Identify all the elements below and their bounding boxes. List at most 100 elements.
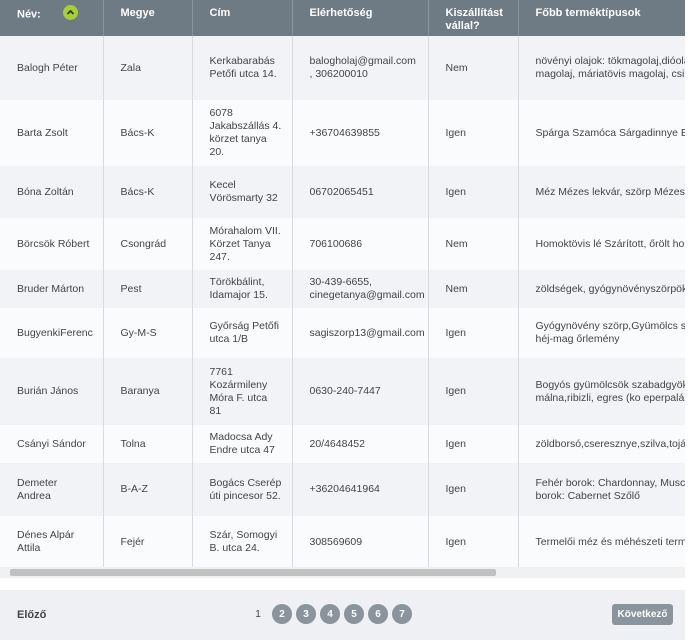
column-header: Megye xyxy=(103,0,193,36)
page-button[interactable]: 1 xyxy=(255,608,261,620)
cell: zöldségek, gyógynövényszörpök, m xyxy=(518,270,685,308)
cell: Baranya xyxy=(103,358,193,425)
column-header: Főbb terméktípusok xyxy=(518,0,685,36)
table-row: BugyenkiFerenc Gy-M-S Győrság Petőfi utca … xyxy=(0,308,685,358)
cell: Igen xyxy=(428,516,519,567)
cell: 308569609 xyxy=(292,516,429,567)
cell: Bruder Márton xyxy=(0,270,104,308)
cell: Mórahalom VII. Körzet Tanya 247. xyxy=(192,218,293,270)
table-row: Dénes Alpár Attila Fejér Szár, Somogyi B. … xyxy=(0,516,685,567)
cell: 0630-240-7447 xyxy=(292,358,429,425)
cell: Gyógynövény szörp,Gyümölcs szö Fekete be… xyxy=(518,308,685,358)
cell: Bács-K xyxy=(103,166,193,218)
cell: Pest xyxy=(103,270,193,308)
cell: Igen xyxy=(428,100,519,166)
table-row: Bóna Zoltán Bács-K Kecel Vörösmarty 32 0670… xyxy=(0,166,685,218)
cell: Győrság Petőfi utca 1/B xyxy=(192,308,293,358)
cell: Burián János xyxy=(0,358,104,425)
cell: 30-439-6655, cinegetanya@gmail.com xyxy=(292,270,429,308)
table-row: Bruder Márton Pest Törökbálint, Idamajor 1… xyxy=(0,270,685,308)
table-container: Név: Megye Cím Elérhetőség Kiszállítást váll… xyxy=(0,0,685,567)
cell: Nem xyxy=(428,270,519,308)
table-row: Balogh Péter Zala Kerkabarabás Petőfi utca… xyxy=(0,36,685,100)
horizontal-scrollbar[interactable] xyxy=(0,567,685,578)
cell: Tolna xyxy=(103,425,193,463)
cell: Igen xyxy=(428,166,519,218)
cell: Spárga Szamóca Sárgadinnye Batá xyxy=(518,100,685,166)
column-title: Kiszállítást vállal? xyxy=(445,7,503,32)
table-row: Demeter Andrea B-A-Z Bogács Cserép úti pin… xyxy=(0,463,685,516)
cell: BugyenkiFerenc xyxy=(0,308,104,358)
page-button[interactable]: 4 xyxy=(320,604,340,624)
cell: Bács-K xyxy=(103,100,193,166)
cell: zöldborsó,cseresznye,szilva,tojás xyxy=(518,425,685,463)
cell: Barta Zsolt xyxy=(0,100,104,166)
page-button[interactable]: 5 xyxy=(344,604,364,624)
cell: növényi olajok: tökmagolaj,dióolaj,mákol… xyxy=(518,36,685,100)
table-row: Burián János Baranya 7761 Kozármileny Móra… xyxy=(0,358,685,425)
column-header: Cím xyxy=(192,0,293,36)
next-button[interactable]: Következő xyxy=(612,604,673,625)
column-title: Név: xyxy=(17,8,41,21)
cell: Kecel Vörösmarty 32 xyxy=(192,166,293,218)
table-row: Barta Zsolt Bács-K 6078 Jakabszállás 4. kö… xyxy=(0,100,685,166)
header-row: Név: Megye Cím Elérhetőség Kiszállítást váll… xyxy=(0,0,685,36)
cell: +36204641964 xyxy=(292,463,429,516)
cell: 06702065451 xyxy=(292,166,429,218)
cell: Demeter Andrea xyxy=(0,463,104,516)
cell: Igen xyxy=(428,425,519,463)
cell: 6078 Jakabszállás 4. körzet tanya 20. xyxy=(192,100,293,166)
cell: Fehér borok: Chardonnay, Muscat Szürkeba… xyxy=(518,463,685,516)
cell: Bóna Zoltán xyxy=(0,166,104,218)
column-title: Főbb terméktípusok xyxy=(535,7,641,19)
producer-table: Név: Megye Cím Elérhetőség Kiszállítást váll… xyxy=(0,0,685,567)
cell: Méz Mézes lekvár, szörp Mézeskala xyxy=(518,166,685,218)
cell: Igen xyxy=(428,308,519,358)
column-title: Cím xyxy=(209,7,231,19)
cell: Nem xyxy=(428,218,519,270)
cell: Madocsa Ady Endre utca 47 xyxy=(192,425,293,463)
table-row: Börcsök Róbert Csongrád Mórahalom VII. Kör… xyxy=(0,218,685,270)
cell: Bogyós gyümölcsök szabadgyökere értékesí… xyxy=(518,358,685,425)
column-header: Kiszállítást vállal? xyxy=(428,0,519,36)
table-body: Balogh Péter Zala Kerkabarabás Petőfi utca… xyxy=(0,36,685,567)
chevron xyxy=(66,9,74,15)
sort-icon[interactable] xyxy=(62,5,78,20)
column-header: Elérhetőség xyxy=(292,0,429,36)
page-button[interactable]: 6 xyxy=(368,604,388,624)
cell: Bogács Cserép úti pincesor 52. xyxy=(192,463,293,516)
cell: Szár, Somogyi B. utca 24. xyxy=(192,516,293,567)
cell: Gy-M-S xyxy=(103,308,193,358)
cell: Nem xyxy=(428,36,519,100)
column-title: Megye xyxy=(120,7,155,19)
cell: sagiszorp13@gmail.com xyxy=(292,308,429,358)
table-row: Csányi Sándor Tolna Madocsa Ady Endre utca… xyxy=(0,425,685,463)
cell: Dénes Alpár Attila xyxy=(0,516,104,567)
cell: Igen xyxy=(428,463,519,516)
cell: Törökbálint, Idamajor 15. xyxy=(192,270,293,308)
cell: Termelői méz és méhészeti termék xyxy=(518,516,685,567)
cell: Csányi Sándor xyxy=(0,425,104,463)
column-header[interactable]: Név: xyxy=(0,0,104,36)
cell: Kerkabarabás Petőfi utca 14. xyxy=(192,36,293,100)
cell: Balogh Péter xyxy=(0,36,104,100)
page-button[interactable]: 7 xyxy=(392,604,412,624)
prev-button[interactable]: Előző xyxy=(17,609,47,621)
scroll-thumb[interactable] xyxy=(10,569,496,576)
page-button[interactable]: 3 xyxy=(296,604,316,624)
cell: Börcsök Róbert xyxy=(0,218,104,270)
cell: +36704639855 xyxy=(292,100,429,166)
cell: Homoktövis lé Szárított, őrölt homo lekv… xyxy=(518,218,685,270)
page-button[interactable]: 2 xyxy=(272,604,292,624)
cell: balogholaj@gmail.com , 306200010 xyxy=(292,36,429,100)
cell: 7761 Kozármileny Móra F. utca 81 xyxy=(192,358,293,425)
cell: 20/4648452 xyxy=(292,425,429,463)
cell: B-A-Z xyxy=(103,463,193,516)
cell: Fejér xyxy=(103,516,193,567)
cell: Zala xyxy=(103,36,193,100)
cell: Csongrád xyxy=(103,218,193,270)
cell: 706100686 xyxy=(292,218,429,270)
